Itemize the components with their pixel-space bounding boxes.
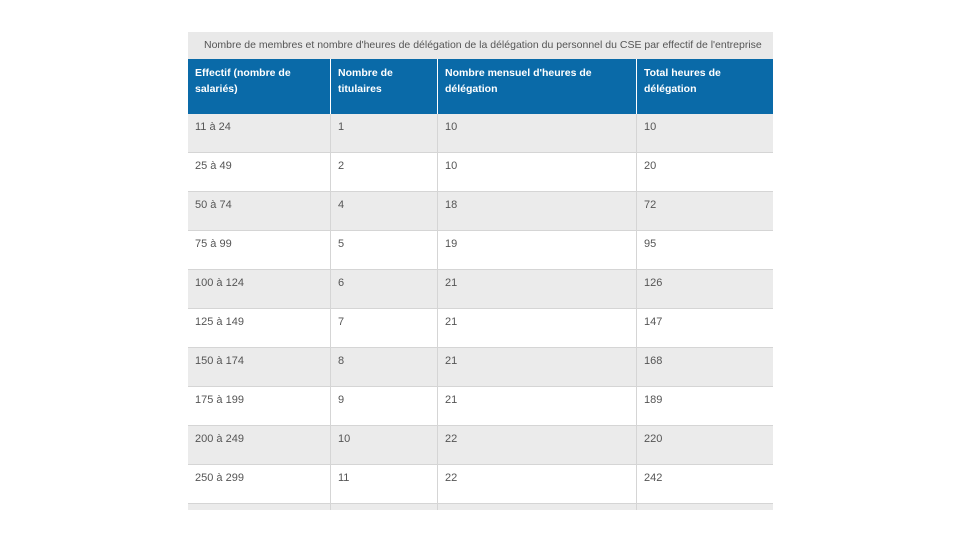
table: Nombre de membres et nombre d'heures de …: [188, 32, 773, 510]
table-cell: 21: [438, 348, 637, 386]
table-cell: 168: [644, 355, 663, 367]
table-row: 11 à 24 1 10 10: [188, 114, 773, 153]
table-cell: 25 à 49: [188, 153, 331, 191]
table-cell: 11: [331, 465, 438, 503]
table-cell: 250 à 299: [188, 465, 331, 503]
table-cell: 10: [644, 121, 657, 133]
table-row: 150 à 174 8 21 168: [188, 348, 773, 387]
table-cell: 21: [438, 387, 637, 425]
table-cell: 4: [331, 192, 438, 230]
table-cell: 21: [438, 309, 637, 347]
table-row: 25 à 49 2 10 20: [188, 153, 773, 192]
table-cell: 189: [644, 394, 663, 406]
header-row: Effectif (nombre de salariés) Nombre de t…: [188, 59, 773, 114]
table-cell: 50 à 74: [188, 192, 331, 230]
table-cell: 72: [644, 199, 657, 211]
table-row: 125 à 149 7 21 147: [188, 309, 773, 348]
table-cell: 2: [331, 153, 438, 191]
partial-row: [188, 504, 773, 510]
header-cell: Nombre mensuel d'heures de délégation: [438, 59, 637, 114]
table-row: 50 à 74 4 18 72: [188, 192, 773, 231]
table-cell: 242: [644, 472, 663, 484]
table-cell: 220: [644, 433, 663, 445]
table-cell: 21: [438, 270, 637, 308]
table-cell: 5: [331, 231, 438, 269]
header-cell: Effectif (nombre de salariés): [188, 59, 331, 114]
table-cell: 6: [331, 270, 438, 308]
table-cell: 175 à 199: [188, 387, 331, 425]
table-cell: 22: [438, 465, 637, 503]
table-cell: 19: [438, 231, 637, 269]
table-cell: 100 à 124: [188, 270, 331, 308]
table-cell: 147: [644, 316, 663, 328]
table-cell: 200 à 249: [188, 426, 331, 464]
table-body: 11 à 24 1 10 10 25 à 49 2 10 20 50 à 74 4 18 72 75 à…: [188, 114, 773, 504]
table-cell: 20: [644, 160, 657, 172]
table-row: 100 à 124 6 21 126: [188, 270, 773, 309]
table-cell: 11 à 24: [188, 114, 331, 152]
table-title: Nombre de membres et nombre d'heures de …: [188, 32, 773, 59]
table-cell: 10: [331, 426, 438, 464]
table-cell: 22: [438, 426, 637, 464]
table-row: 75 à 99 5 19 95: [188, 231, 773, 270]
table-cell: 9: [331, 387, 438, 425]
table-cell: 150 à 174: [188, 348, 331, 386]
table-cell: 95: [644, 238, 657, 250]
table-cell: 10: [438, 114, 637, 152]
header-cell: Nombre de titulaires: [331, 59, 438, 114]
table-cell: 75 à 99: [188, 231, 331, 269]
table-cell: 18: [438, 192, 637, 230]
table-row: 200 à 249 10 22 220: [188, 426, 773, 465]
header-cell: Total heures de délégation: [644, 67, 721, 95]
table-cell: 8: [331, 348, 438, 386]
table-cell: 125 à 149: [188, 309, 331, 347]
table-row: 250 à 299 11 22 242: [188, 465, 773, 504]
table-cell: 10: [438, 153, 637, 191]
table-row: 175 à 199 9 21 189: [188, 387, 773, 426]
table-cell: 7: [331, 309, 438, 347]
table-cell: 126: [644, 277, 663, 289]
table-cell: 1: [331, 114, 438, 152]
